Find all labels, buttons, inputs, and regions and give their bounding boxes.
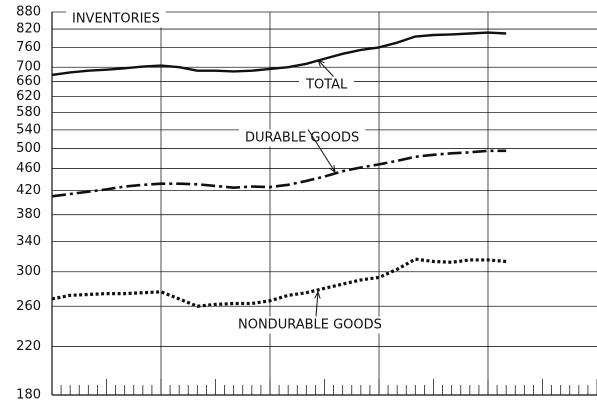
y-tick-label: 260 bbox=[16, 299, 41, 314]
lines bbox=[51, 31, 507, 308]
chart-title: INVENTORIES bbox=[72, 12, 160, 27]
arrow bbox=[307, 129, 336, 173]
series-line bbox=[51, 149, 507, 198]
y-tick-label: 300 bbox=[16, 264, 41, 279]
y-tick-label: 460 bbox=[16, 161, 41, 176]
series-label: DURABLE GOODS bbox=[245, 131, 359, 146]
y-tick-label: 420 bbox=[16, 183, 41, 198]
y-tick-label: 540 bbox=[16, 122, 41, 137]
series-label: TOTAL bbox=[305, 78, 348, 93]
label-bg bbox=[239, 129, 366, 147]
series-line bbox=[51, 257, 507, 308]
y-tick-label: 700 bbox=[16, 60, 41, 75]
series-line bbox=[51, 31, 507, 77]
arrow-head bbox=[328, 165, 336, 174]
y-tick-label: 660 bbox=[16, 74, 41, 89]
y-tick-label: 500 bbox=[16, 141, 41, 156]
y-tick-label: 340 bbox=[16, 234, 41, 249]
y-tick-label: 380 bbox=[16, 207, 41, 222]
y-tick-label: 820 bbox=[16, 22, 41, 37]
label-bg bbox=[299, 76, 354, 94]
y-tick-label: 580 bbox=[16, 105, 41, 120]
arrow bbox=[317, 59, 334, 77]
label-bg bbox=[232, 316, 388, 334]
y-tick-label: 220 bbox=[16, 339, 41, 354]
label-bg bbox=[66, 10, 166, 28]
arrow-head bbox=[314, 290, 321, 299]
arrow bbox=[315, 291, 319, 317]
y-tick-label: 180 bbox=[16, 388, 41, 402]
arrow-head bbox=[317, 59, 325, 67]
series-label: NONDURABLE GOODS bbox=[238, 318, 382, 333]
labels: 1802202603003403804204605005405806206607… bbox=[16, 5, 388, 403]
y-tick-label: 760 bbox=[16, 40, 41, 55]
y-tick-label: 880 bbox=[16, 5, 41, 20]
y-tick-label: 620 bbox=[16, 89, 41, 104]
grid bbox=[51, 11, 597, 396]
